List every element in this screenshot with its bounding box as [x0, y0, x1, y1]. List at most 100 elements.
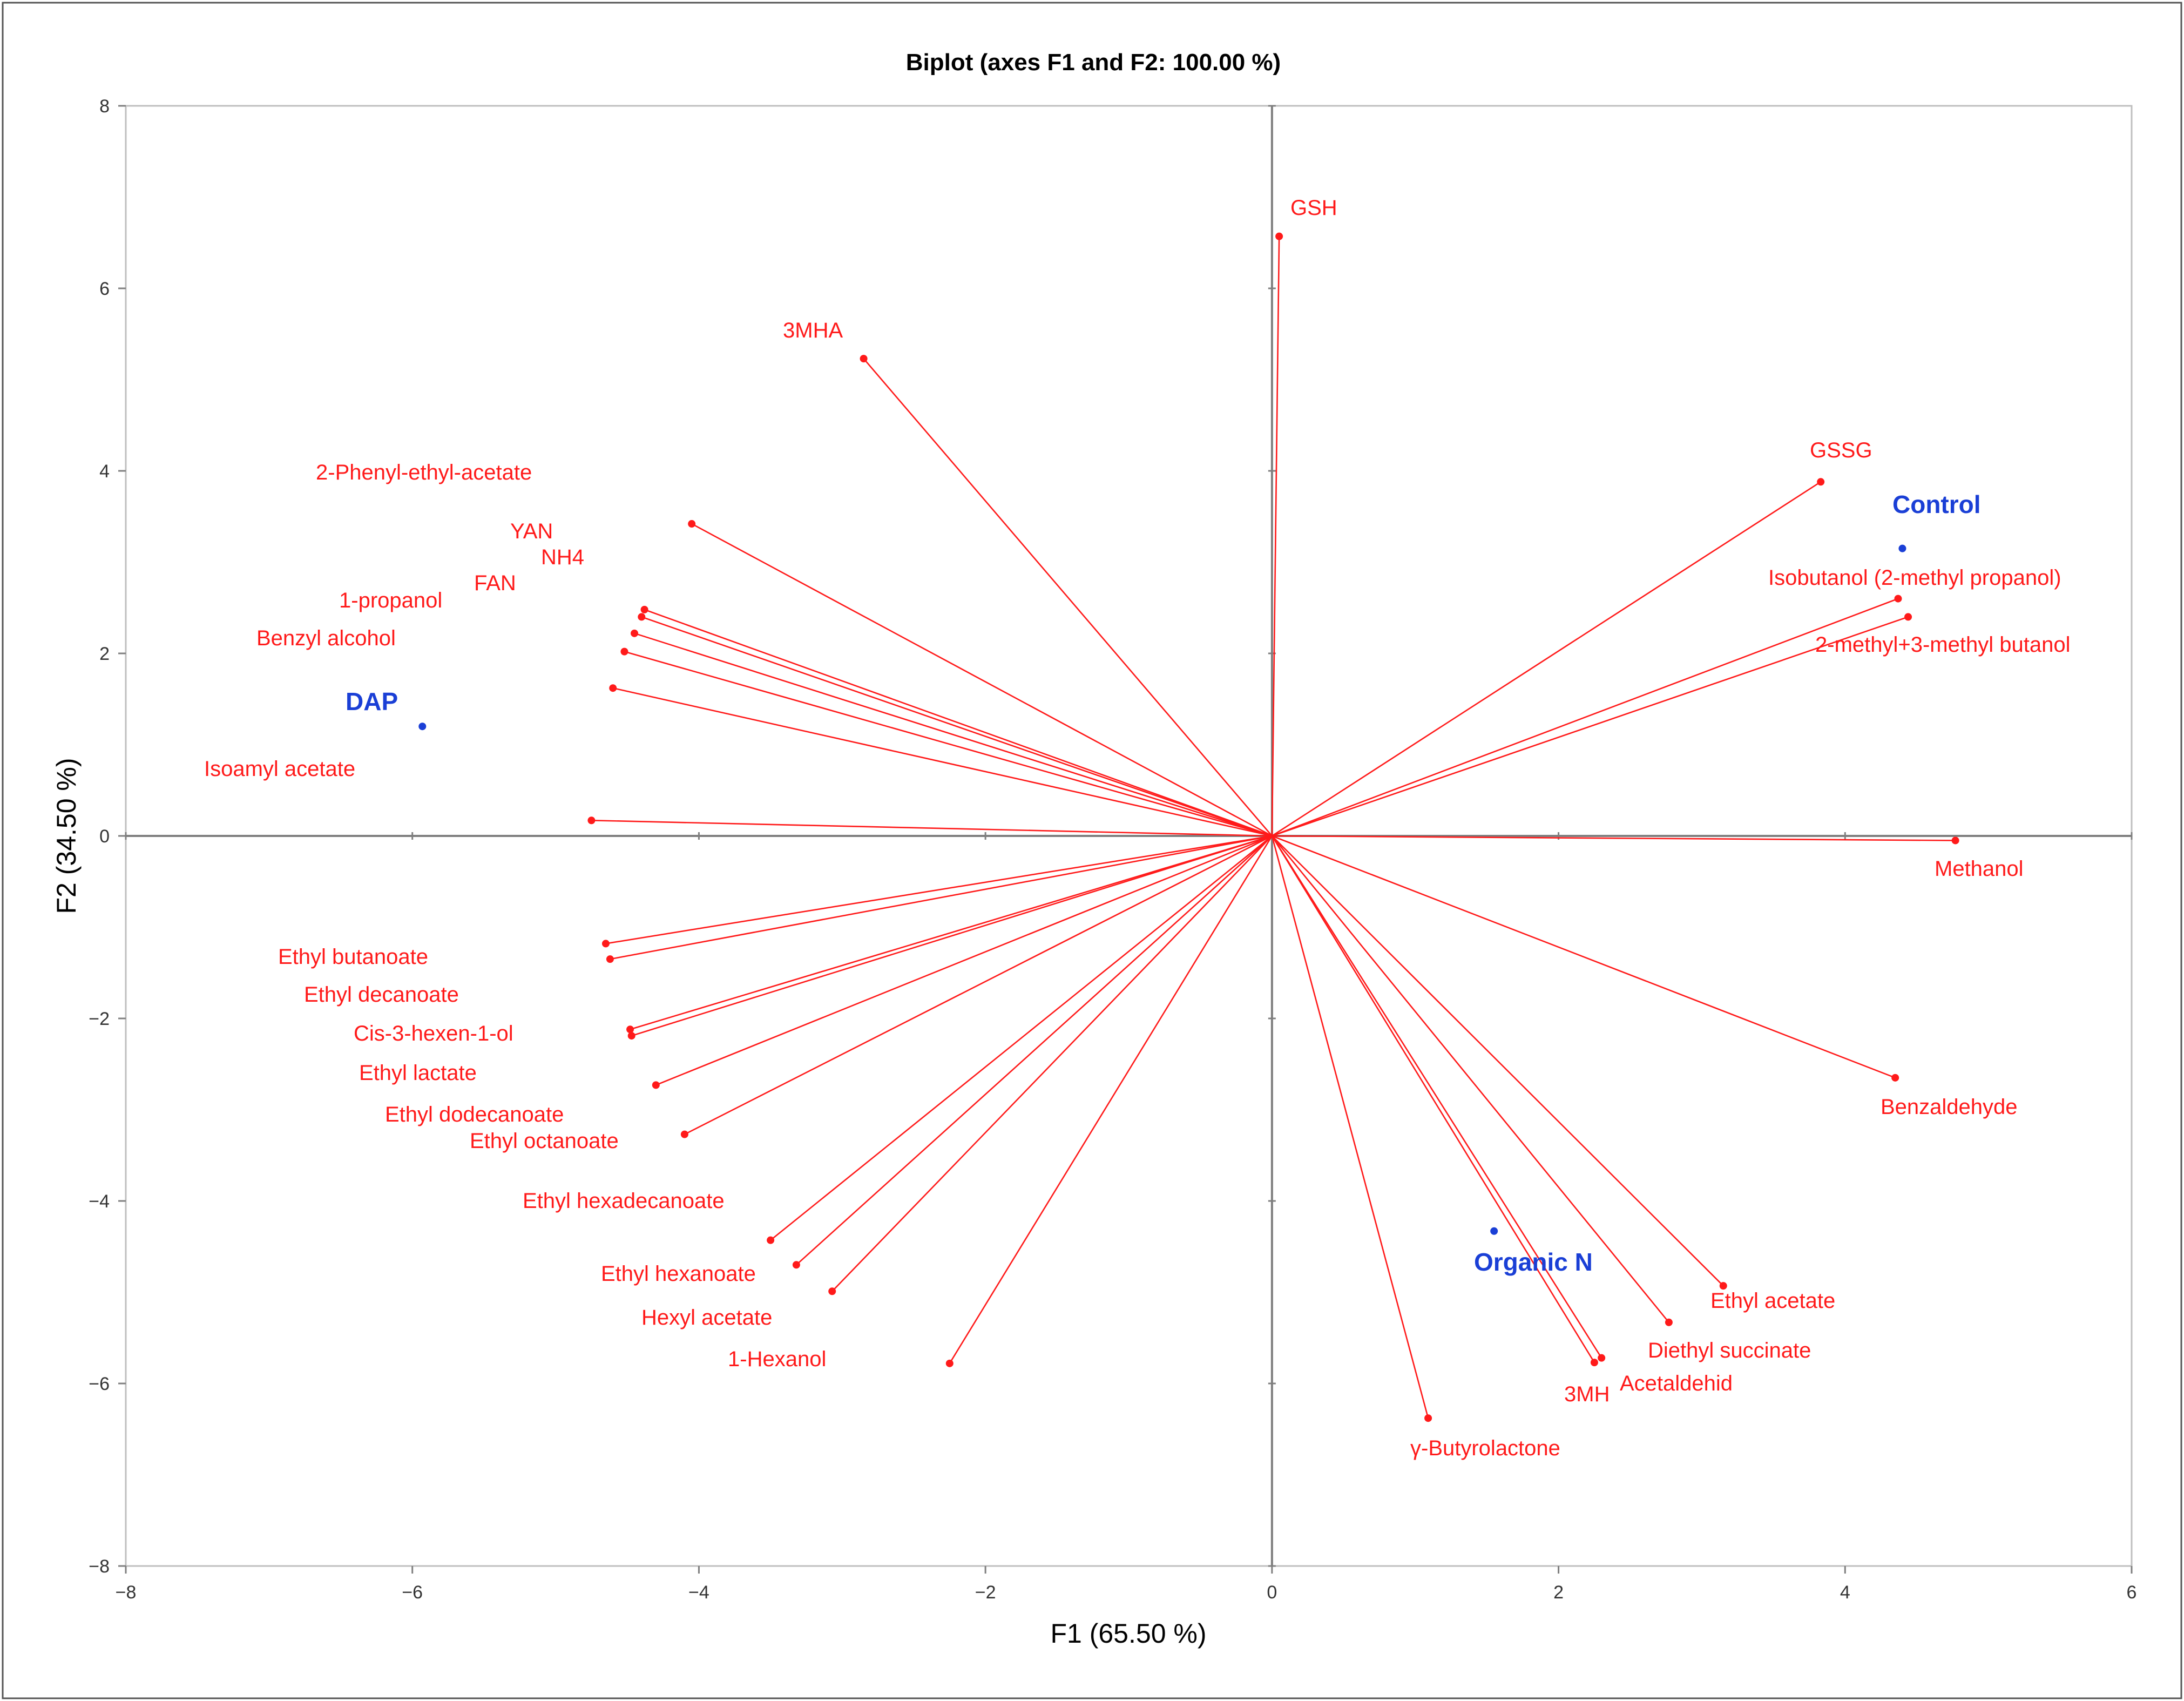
variable-label: Ethyl hexadecanoate	[523, 1189, 725, 1213]
variable-point	[860, 355, 868, 363]
observation-point	[1490, 1227, 1498, 1235]
variable-label: Ethyl hexanoate	[601, 1262, 756, 1286]
variable-point	[688, 520, 696, 528]
observation-label: Organic N	[1474, 1248, 1593, 1276]
loading-vector	[591, 819, 1272, 837]
variable-label: Benzyl alcohol	[256, 626, 396, 650]
loading-vector	[1272, 598, 1898, 837]
variable-label: 3MH	[1564, 1382, 1610, 1406]
loading-vector	[630, 835, 1273, 1030]
variable-point	[1665, 1318, 1673, 1326]
loading-vector	[1271, 835, 1724, 1287]
loading-vector	[1272, 481, 1821, 837]
x-tick-label: −4	[688, 1582, 709, 1603]
y-tick-label: −4	[89, 1191, 110, 1212]
variable-label: Ethyl decanoate	[304, 983, 459, 1007]
y-tick-label: 6	[99, 279, 110, 299]
y-tick-label: −6	[89, 1374, 110, 1394]
variable-label: GSH	[1290, 196, 1337, 220]
loading-vector	[1271, 835, 1669, 1323]
observation-point	[1898, 544, 1906, 552]
variable-label: GSSG	[1810, 438, 1872, 462]
loading-vector	[624, 651, 1273, 837]
y-tick-label: 8	[99, 96, 110, 117]
variable-point	[652, 1081, 660, 1089]
variable-label: Ethyl octanoate	[470, 1129, 619, 1153]
x-tick-label: 0	[1267, 1582, 1277, 1603]
y-axis-title: F2 (34.50 %)	[51, 758, 82, 914]
x-tick-label: 4	[1840, 1582, 1850, 1603]
y-tick-label: 4	[99, 461, 110, 482]
x-tick-label: −2	[975, 1582, 996, 1603]
loading-vector	[634, 632, 1273, 837]
observation-label: Control	[1892, 490, 1981, 518]
variable-point	[626, 1025, 634, 1034]
x-axis-title: F1 (65.50 %)	[1050, 1618, 1206, 1649]
loading-vector	[1271, 236, 1280, 836]
variable-label: FAN	[474, 571, 516, 595]
variable-point	[631, 629, 639, 637]
variable-label: 3MHA	[783, 319, 843, 342]
loading-vector	[1271, 835, 1429, 1419]
observation-label: DAP	[346, 687, 398, 716]
loading-vector	[1272, 835, 1956, 841]
variable-point	[1424, 1414, 1432, 1422]
variable-point	[1719, 1282, 1727, 1290]
variable-point	[638, 613, 646, 621]
variable-label: Hexyl acetate	[641, 1306, 772, 1329]
variable-label: Cis-3-hexen-1-ol	[354, 1022, 513, 1045]
variable-label: 1-Hexanol	[728, 1347, 826, 1371]
variable-label: Diethyl succinate	[1648, 1339, 1811, 1362]
loading-vector	[1272, 616, 1909, 837]
loading-vector	[796, 835, 1273, 1266]
variable-point	[680, 1130, 688, 1138]
variable-point	[627, 1032, 635, 1040]
loading-vector	[631, 835, 1273, 1037]
variable-point	[606, 955, 614, 963]
variable-point	[792, 1261, 800, 1269]
loading-vector	[831, 835, 1273, 1292]
loading-vector	[691, 523, 1273, 837]
observation-point	[418, 723, 427, 731]
observation-points: DAP Control Organic N	[346, 490, 1981, 1276]
loading-vector	[1272, 835, 1896, 1079]
variable-label: Isobutanol (2-methyl propanol)	[1768, 566, 2061, 590]
variable-point	[620, 647, 628, 656]
axis-ticks: −8 −6 −4 −2 0 2 4 6 −8 −6 −4 −2 0 2 4 6 8	[89, 96, 2136, 1603]
loading-vector	[684, 835, 1273, 1135]
x-tick-label: 2	[1553, 1582, 1564, 1603]
x-tick-label: −6	[402, 1582, 423, 1603]
y-tick-label: 2	[99, 644, 110, 664]
variable-label: 1-propanol	[339, 589, 442, 612]
loading-vector	[610, 835, 1273, 960]
variable-label: Ethyl acetate	[1710, 1289, 1835, 1313]
variable-label: Ethyl lactate	[359, 1061, 477, 1085]
variable-point	[1894, 595, 1902, 603]
loading-vector	[1271, 835, 1602, 1359]
variable-point	[945, 1359, 954, 1367]
variable-point	[767, 1236, 775, 1244]
x-tick-label: −8	[116, 1582, 137, 1603]
variable-label: Ethyl butanoate	[278, 945, 428, 969]
loading-vector	[644, 609, 1273, 837]
variable-label: 2-Phenyl-ethyl-acetate	[316, 461, 532, 484]
loading-vector	[612, 687, 1273, 837]
variable-point	[1598, 1354, 1606, 1362]
loading-vector	[1271, 835, 1595, 1363]
loading-vector	[641, 616, 1273, 837]
y-tick-label: −8	[89, 1556, 110, 1577]
chart-title: Biplot (axes F1 and F2: 100.00 %)	[906, 49, 1281, 76]
variable-label: NH4	[541, 545, 584, 569]
variable-point	[1891, 1074, 1899, 1082]
variable-point	[1951, 836, 1959, 845]
variable-label: Benzaldehyde	[1881, 1095, 2018, 1119]
variable-point	[1590, 1359, 1598, 1367]
variable-label: YAN	[510, 519, 553, 543]
variable-point	[609, 684, 617, 692]
variable-label: γ-Butyrolactone	[1410, 1436, 1560, 1460]
variable-label: Isoamyl acetate	[204, 757, 355, 781]
variable-label: Ethyl dodecanoate	[385, 1103, 564, 1126]
variable-point	[587, 816, 596, 825]
